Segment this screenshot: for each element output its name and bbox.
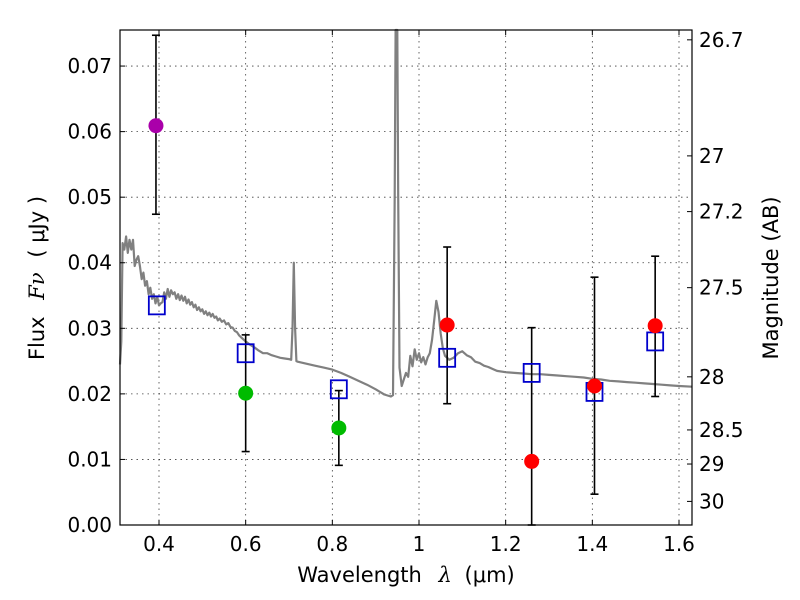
right-tick-labels: 26.7 27 27.2 27.5 28 28.5 29 30 — [699, 28, 744, 514]
right-tick-label: 30 — [699, 489, 724, 513]
model-photometry-marker — [329, 379, 348, 400]
plot-frame — [119, 29, 693, 526]
y-axis-title: Flux Fν ( μJy ) — [25, 196, 49, 360]
right-tick-label: 27.5 — [699, 276, 744, 300]
right-tick-label: 29 — [699, 452, 724, 476]
observed-red-point — [587, 378, 602, 394]
y-tick-label: 0.04 — [67, 251, 112, 275]
x-axis-symbol: λ — [438, 563, 452, 587]
x-tick-labels: 0.4 0.6 0.8 1 1.2 1.4 1.6 — [143, 532, 695, 556]
right-tick-label: 28.5 — [699, 418, 744, 442]
right-tick-label: 26.7 — [699, 28, 744, 52]
y-tick-label: 0.07 — [67, 54, 112, 78]
x-tick-label: 1 — [413, 532, 426, 556]
observed-red-point — [647, 318, 663, 334]
observed-magenta-point — [148, 118, 164, 134]
error-bars-layer — [151, 34, 660, 526]
x-tick-label: 0.6 — [230, 532, 262, 556]
right-axis-title: Magnitude (AB) — [759, 196, 783, 359]
x-tick-label: 1.2 — [490, 532, 522, 556]
tick-marks — [120, 30, 692, 526]
x-axis-unit: (μm) — [465, 563, 515, 587]
observed-green-point — [331, 420, 347, 436]
model-photometry-marker — [147, 295, 166, 316]
model-photometry-marker — [522, 362, 541, 383]
right-tick-label: 28 — [699, 365, 724, 389]
observed-red-point — [439, 317, 455, 333]
y-tick-label: 0.00 — [67, 513, 112, 537]
model-photometry-marker — [236, 343, 255, 364]
x-tick-label: 1.6 — [663, 532, 695, 556]
y-tick-label: 0.03 — [67, 316, 112, 340]
x-axis-label: Wavelength — [297, 563, 422, 587]
y-tick-label: 0.06 — [67, 120, 112, 144]
observed-green-point — [238, 385, 254, 401]
right-tick-label: 27 — [699, 144, 724, 168]
x-tick-label: 0.4 — [143, 532, 175, 556]
y-tick-label: 0.01 — [67, 447, 112, 471]
markers-layer — [147, 118, 665, 469]
right-tick-label: 27.2 — [699, 200, 744, 224]
y-axis-label: Flux — [25, 316, 49, 360]
model-spectrum-layer — [118, 28, 693, 398]
y-tick-label: 0.02 — [67, 382, 112, 406]
y-axis-unit: ( μJy ) — [25, 196, 49, 258]
model-photometry-marker — [438, 347, 457, 368]
x-tick-label: 1.4 — [576, 532, 608, 556]
grid-lines — [120, 30, 692, 526]
x-tick-label: 0.8 — [316, 532, 348, 556]
y-tick-labels: 0.00 0.01 0.02 0.03 0.04 0.05 0.06 0.07 — [67, 54, 112, 537]
y-axis-symbol: Fν — [25, 272, 49, 301]
x-axis-title: Wavelength λ (μm) — [297, 563, 514, 587]
model-spectrum-line — [118, 28, 693, 398]
y-tick-label: 0.05 — [67, 185, 112, 209]
observed-red-point — [524, 453, 540, 469]
